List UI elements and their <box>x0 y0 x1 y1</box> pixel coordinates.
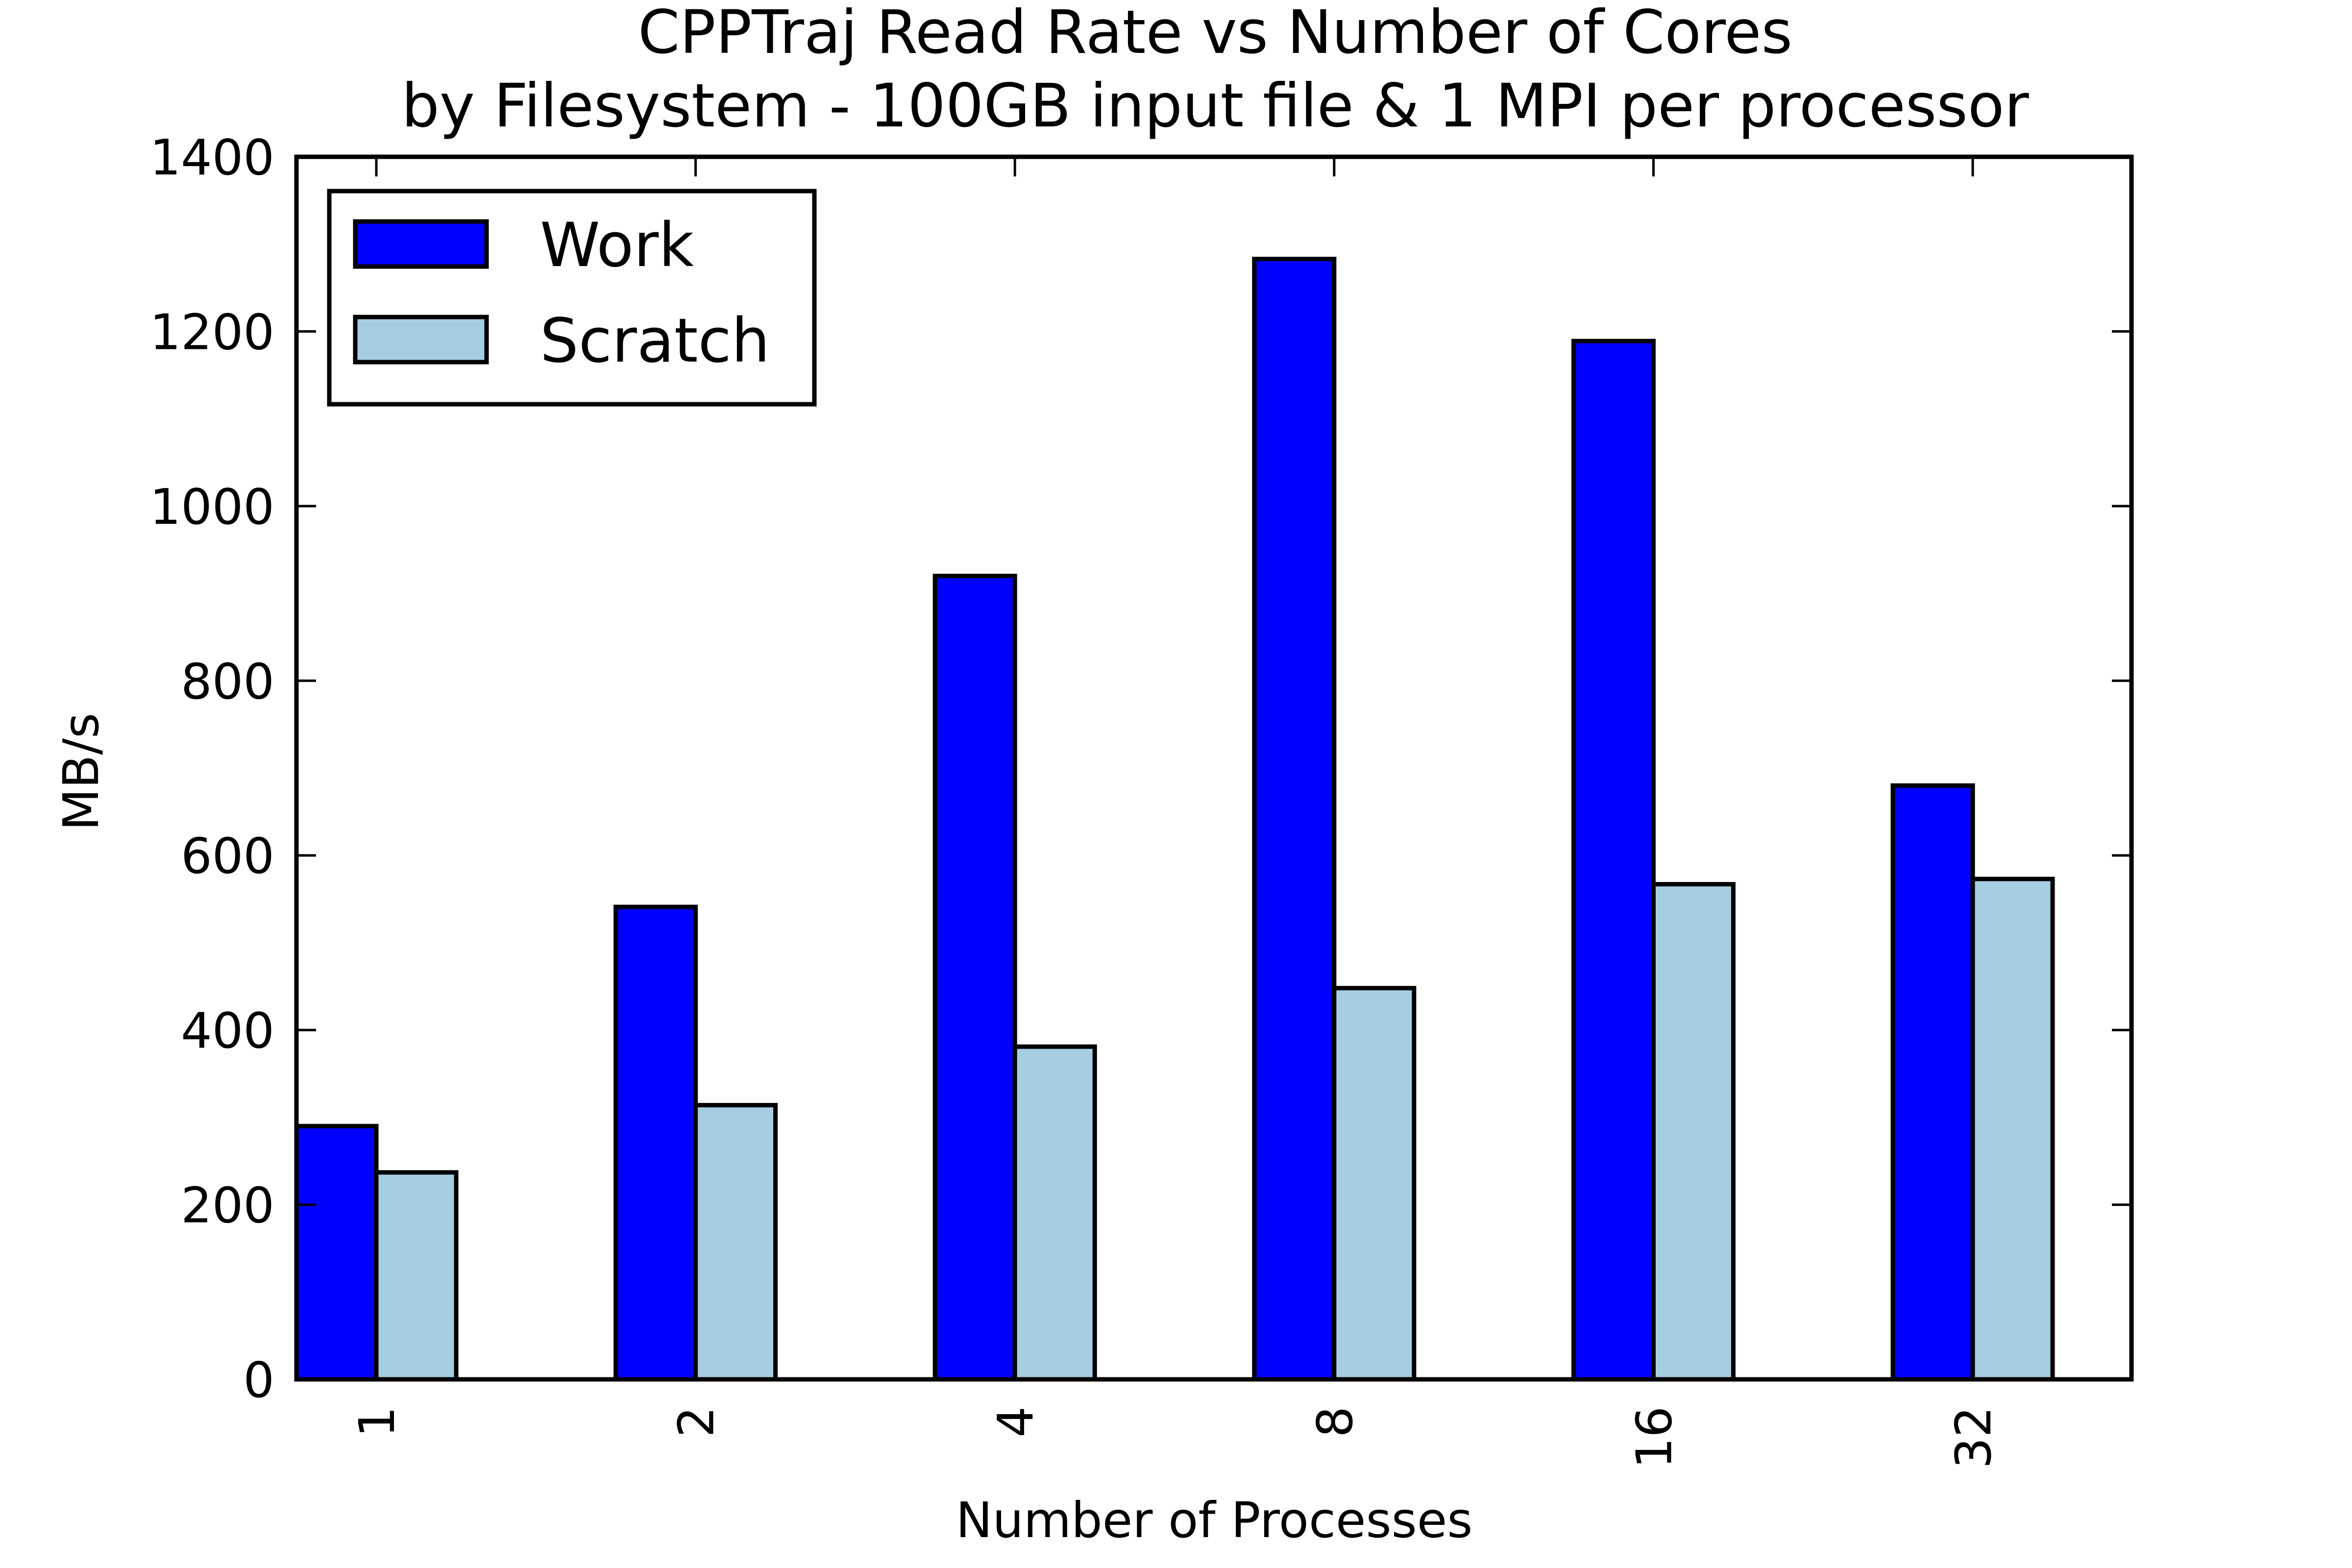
y-tick-label-1000: 1000 <box>150 478 275 536</box>
y-tick-label-800: 800 <box>181 653 274 710</box>
legend-swatch-work <box>353 219 489 269</box>
chart-subtitle: by Filesystem - 100GB input file & 1 MPI… <box>401 71 2029 141</box>
y-tick-label-1400: 1400 <box>150 129 275 186</box>
bar-work-1 <box>294 1124 379 1382</box>
bar-work-8 <box>1252 257 1337 1382</box>
bar-scratch-4 <box>1012 1044 1097 1382</box>
legend-swatch-scratch <box>353 315 489 365</box>
x-tick-label-1: 1 <box>348 1406 406 1438</box>
x-tick-label-8: 8 <box>1306 1406 1364 1438</box>
x-tick-label-32: 32 <box>1945 1406 2002 1469</box>
legend: Work Scratch <box>327 189 817 407</box>
y-tick-label-400: 400 <box>181 1002 274 1059</box>
bar-work-4 <box>932 573 1017 1382</box>
ticks-group: 0 200 400 600 800 1000 1200 1400 1 2 4 8 16 32 <box>150 129 2132 1469</box>
bars-group <box>294 257 2055 1382</box>
bar-scratch-8 <box>1332 986 1417 1382</box>
x-axis-title: Number of Processes <box>956 1492 1473 1549</box>
chart-title: CPPTraj Read Rate vs Number of Cores <box>638 0 1792 67</box>
y-tick-label-200: 200 <box>181 1177 274 1234</box>
bar-work-2 <box>613 905 698 1382</box>
y-tick-label-1200: 1200 <box>150 303 275 361</box>
legend-label-scratch: Scratch <box>540 306 770 376</box>
y-tick-label-0: 0 <box>243 1351 274 1409</box>
bar-scratch-16 <box>1651 882 1736 1382</box>
x-tick-label-2: 2 <box>668 1406 725 1438</box>
x-tick-label-4: 4 <box>987 1406 1044 1438</box>
plot-frame <box>294 154 2134 1382</box>
y-tick-label-600: 600 <box>181 828 274 885</box>
bar-work-32 <box>1890 783 1975 1382</box>
x-tick-label-16: 16 <box>1625 1406 1683 1469</box>
bar-scratch-32 <box>1970 877 2055 1382</box>
bar-work-16 <box>1571 339 1656 1382</box>
y-axis-title: MB/s <box>52 713 110 831</box>
legend-label-work: Work <box>540 210 694 281</box>
bar-scratch-2 <box>693 1102 778 1382</box>
bar-scratch-1 <box>374 1170 459 1382</box>
